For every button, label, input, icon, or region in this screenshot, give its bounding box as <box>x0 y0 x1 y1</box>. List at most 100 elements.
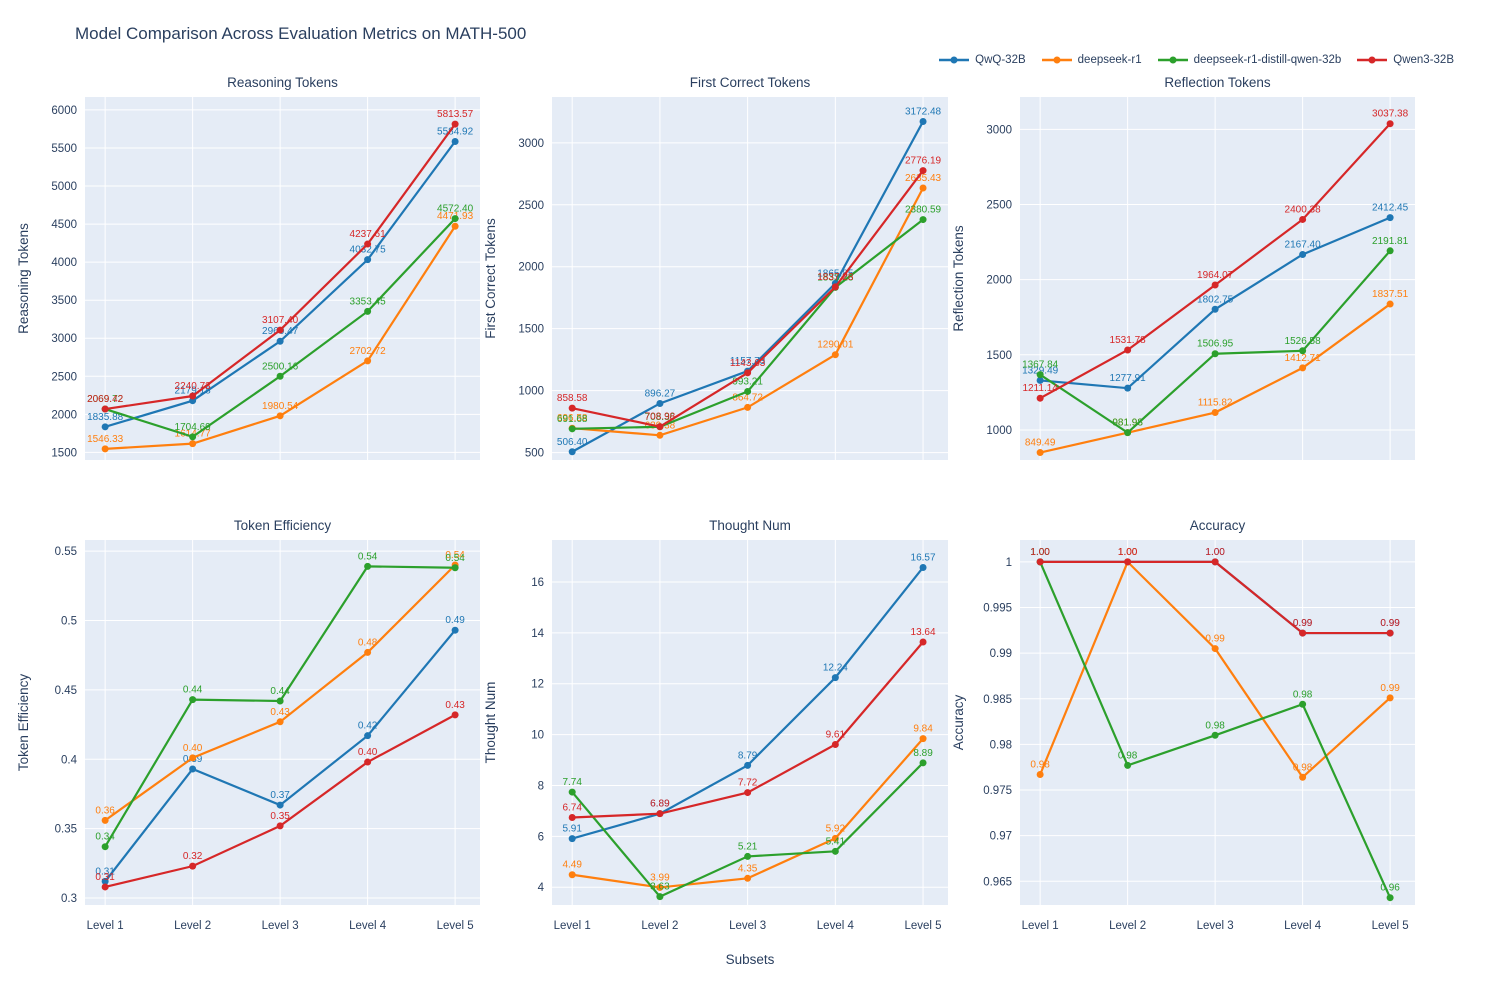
x-tick-label: Level 2 <box>641 920 678 932</box>
y-tick-label: 0.975 <box>983 785 1012 797</box>
subplot-title: First Correct Tokens <box>690 75 811 90</box>
data-point <box>656 810 664 818</box>
data-point-label: 16.57 <box>911 552 936 563</box>
data-point <box>1299 364 1307 372</box>
data-point <box>364 648 372 656</box>
data-point <box>364 240 372 248</box>
data-point-label: 0.43 <box>270 707 290 718</box>
data-point-label: 5.92 <box>826 823 846 834</box>
series-qwq-32b: 1329.49 1277.91 1802.75 2167.40 2412.45 <box>1022 203 1409 392</box>
data-point-label: 1964.07 <box>1197 270 1234 281</box>
data-point-label: 1290.01 <box>817 340 854 351</box>
data-point-label: 2400.38 <box>1285 204 1322 215</box>
y-tick-label: 2500 <box>986 199 1012 211</box>
y-tick-label: 4 <box>538 882 545 894</box>
plot-background <box>552 540 948 905</box>
data-point-label: 1.00 <box>1205 547 1225 558</box>
data-point <box>831 834 839 842</box>
data-point-label: 696.58 <box>557 413 588 424</box>
data-point <box>919 117 927 125</box>
y-tick-label: 0.5 <box>61 615 77 627</box>
data-point <box>656 883 664 891</box>
legend-label: deepseek-r1 <box>1077 54 1142 66</box>
y-tick-label: 0.3 <box>61 893 77 905</box>
legend-item-deepseek-r1[interactable]: deepseek-r1 <box>1041 54 1142 66</box>
data-point-label: 691.68 <box>557 414 588 425</box>
x-tick-label: Level 1 <box>554 920 591 932</box>
y-tick-label: 0.98 <box>990 739 1012 751</box>
data-point <box>189 392 197 400</box>
subplot-first-correct-tokens: 500 1000 1500 2000 2500 3000 First Correct Tok… <box>483 75 948 460</box>
y-tick-label: 1000 <box>986 425 1012 437</box>
data-point-label: 5.91 <box>562 824 582 835</box>
data-point <box>744 761 752 769</box>
series-deepseek-r1-distill-qwen-32b: 0.34 0.44 0.44 0.54 0.54 <box>95 551 465 851</box>
data-point-label: 5584.92 <box>437 127 474 138</box>
data-point <box>744 789 752 797</box>
data-point <box>1211 645 1219 653</box>
y-tick-label: 3500 <box>51 295 77 307</box>
data-point <box>101 843 109 851</box>
data-point <box>451 138 459 146</box>
y-tick-label: 2000 <box>518 262 544 274</box>
subplot-accuracy: 0.965 0.97 0.975 0.98 0.985 0.99 0.995 1 Accurac… <box>951 518 1415 932</box>
data-point <box>744 852 752 860</box>
x-tick-label: Level 2 <box>1109 920 1146 932</box>
series-qwen3-32b: 858.58 708.98 1143.63 1837.28 2776.19 <box>557 156 942 431</box>
x-tick-label: Level 1 <box>87 920 124 932</box>
data-point-label: 0.99 <box>1293 618 1313 629</box>
legend-item-deepseek-r1-distill-qwen-32b[interactable]: deepseek-r1-distill-qwen-32b <box>1157 54 1341 66</box>
y-tick-label: 0.985 <box>983 694 1012 706</box>
data-point <box>276 337 284 345</box>
subplot-title: Accuracy <box>1190 518 1246 533</box>
data-point-label: 0.54 <box>445 553 465 564</box>
data-point-label: 1115.82 <box>1198 398 1233 409</box>
data-point-label: 8.79 <box>738 750 758 761</box>
data-point <box>1386 247 1394 255</box>
data-point <box>451 564 459 572</box>
subplot-thought-num: 4 6 8 10 12 14 16 Thought Num Thought Num Level 1… <box>483 518 948 932</box>
subplot-title: Thought Num <box>709 518 791 533</box>
data-point <box>451 222 459 230</box>
plot-background <box>1020 97 1415 460</box>
y-tick-label: 10 <box>531 730 544 742</box>
data-point-label: 708.36 <box>645 412 676 423</box>
series-qwen3-32b: 6.74 6.89 7.72 9.61 13.64 <box>562 627 936 822</box>
data-point-label: 1.00 <box>1030 547 1050 558</box>
data-point-label: 0.36 <box>95 805 115 816</box>
data-point <box>276 326 284 334</box>
y-axis-title: First Correct Tokens <box>483 218 498 339</box>
data-point-label: 1833.23 <box>817 272 854 283</box>
data-point <box>189 696 197 704</box>
data-point <box>189 433 197 441</box>
data-point <box>831 847 839 855</box>
data-point-label: 0.98 <box>1030 760 1050 771</box>
data-point-label: 1837.51 <box>1372 289 1409 300</box>
y-tick-label: 2000 <box>51 409 77 421</box>
data-point <box>744 387 752 395</box>
legend-item-qwen3-32b[interactable]: Qwen3-32B <box>1356 54 1454 66</box>
data-point <box>1386 694 1394 702</box>
data-point-label: 1.00 <box>1118 547 1138 558</box>
data-point <box>276 822 284 830</box>
x-tick-label: Level 3 <box>1197 920 1234 932</box>
legend-item-qwq-32b[interactable]: QwQ-32B <box>938 54 1026 66</box>
y-tick-label: 2500 <box>51 371 77 383</box>
data-point-label: 4.49 <box>562 860 582 871</box>
data-point-label: 0.98 <box>1293 689 1313 700</box>
data-point-label: 2500.16 <box>262 361 299 372</box>
y-tick-label: 3000 <box>986 124 1012 136</box>
data-point <box>919 167 927 175</box>
data-point-label: 0.99 <box>1380 683 1400 694</box>
legend-swatch-icon <box>1041 56 1072 64</box>
data-point-label: 1143.63 <box>730 358 766 369</box>
series-deepseek-r1-distill-qwen-32b: 1367.84 981.98 1506.95 1526.58 2191.81 <box>1022 236 1409 437</box>
data-point <box>919 759 927 767</box>
data-point <box>568 871 576 879</box>
data-point <box>568 448 576 456</box>
legend-swatch-icon <box>1157 56 1188 64</box>
y-tick-label: 8 <box>538 780 544 792</box>
data-point <box>831 351 839 359</box>
y-axis-title: Reflection Tokens <box>951 225 966 332</box>
data-point <box>101 423 109 431</box>
